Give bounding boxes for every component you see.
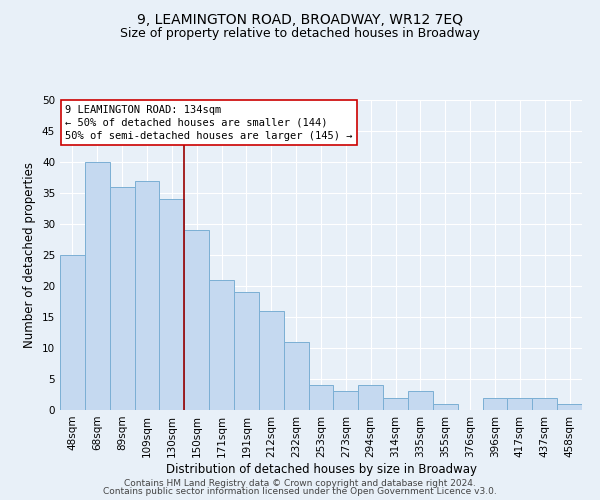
Bar bbox=[408, 392, 433, 410]
Bar bbox=[234, 292, 259, 410]
Bar bbox=[482, 398, 508, 410]
Bar bbox=[308, 385, 334, 410]
Bar bbox=[433, 404, 458, 410]
Bar bbox=[508, 398, 532, 410]
Bar bbox=[358, 385, 383, 410]
Bar bbox=[259, 311, 284, 410]
Text: Size of property relative to detached houses in Broadway: Size of property relative to detached ho… bbox=[120, 28, 480, 40]
Text: Contains HM Land Registry data © Crown copyright and database right 2024.: Contains HM Land Registry data © Crown c… bbox=[124, 478, 476, 488]
Bar bbox=[160, 199, 184, 410]
Bar bbox=[110, 187, 134, 410]
Bar bbox=[209, 280, 234, 410]
Y-axis label: Number of detached properties: Number of detached properties bbox=[23, 162, 37, 348]
Bar bbox=[60, 255, 85, 410]
X-axis label: Distribution of detached houses by size in Broadway: Distribution of detached houses by size … bbox=[166, 462, 476, 475]
Bar bbox=[184, 230, 209, 410]
Bar bbox=[557, 404, 582, 410]
Text: 9 LEAMINGTON ROAD: 134sqm
← 50% of detached houses are smaller (144)
50% of semi: 9 LEAMINGTON ROAD: 134sqm ← 50% of detac… bbox=[65, 104, 353, 141]
Text: Contains public sector information licensed under the Open Government Licence v3: Contains public sector information licen… bbox=[103, 487, 497, 496]
Bar bbox=[383, 398, 408, 410]
Bar bbox=[532, 398, 557, 410]
Bar bbox=[334, 392, 358, 410]
Bar bbox=[85, 162, 110, 410]
Bar bbox=[134, 180, 160, 410]
Text: 9, LEAMINGTON ROAD, BROADWAY, WR12 7EQ: 9, LEAMINGTON ROAD, BROADWAY, WR12 7EQ bbox=[137, 12, 463, 26]
Bar bbox=[284, 342, 308, 410]
